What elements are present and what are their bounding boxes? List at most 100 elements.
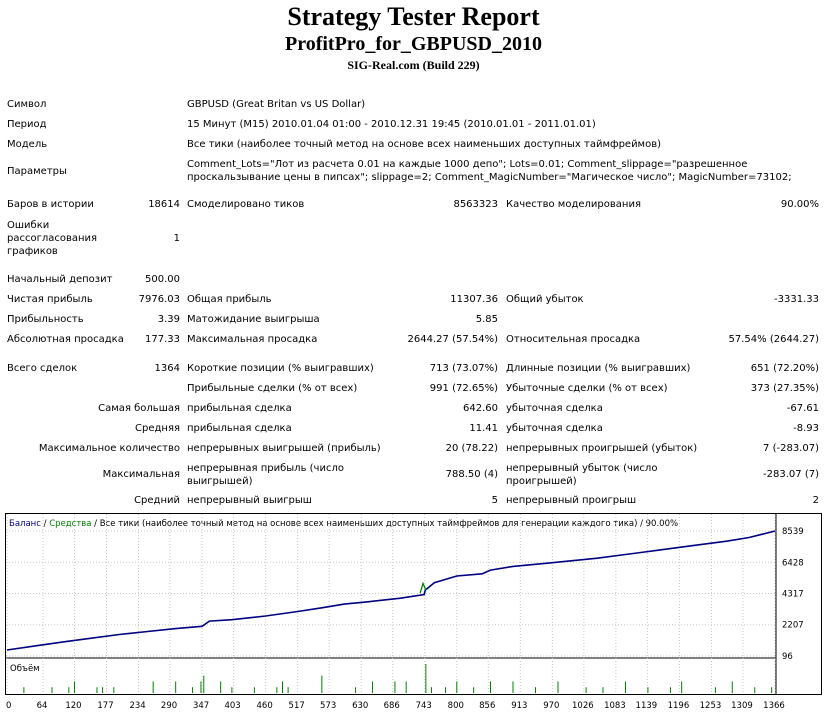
- bars-label: Баров в истории: [7, 199, 94, 210]
- errors-label: Ошибки рассогласования графиков: [7, 220, 98, 257]
- x-tick-label: 856: [479, 701, 495, 711]
- period-label: Период: [7, 119, 47, 130]
- x-axis-ticks: 0 64 120 177 234 290 347 403 460 517 573 630 686 743 8…: [6, 701, 785, 711]
- x-tick-label: 630: [352, 701, 368, 711]
- x-tick-label: 64: [37, 701, 48, 711]
- params-value: Comment_Lots="Лот из расчета 0.01 на каж…: [187, 159, 792, 183]
- y-tick-label: 4317: [782, 590, 804, 600]
- x-tick-label: 403: [224, 701, 240, 711]
- x-tick-label: 460: [257, 701, 273, 711]
- chart-grid: [6, 514, 776, 694]
- profit-factor-value: 3.39: [157, 314, 180, 325]
- volume-label: Объём: [10, 664, 40, 674]
- x-tick-label: 1139: [636, 701, 658, 711]
- max-count-label: Максимальное количество: [38, 443, 180, 454]
- x-tick-label: 234: [129, 701, 145, 711]
- consecutive-loss-value: -283.07 (7): [763, 469, 819, 480]
- period-value: 15 Минут (M15) 2010.01.04 01:00 - 2010.1…: [187, 119, 596, 130]
- net-profit-value: 7976.03: [138, 294, 180, 305]
- legend-separator: /: [41, 519, 49, 529]
- consecutive-profit-value: 788.50 (4): [445, 469, 498, 480]
- largest-label: Самая большая: [98, 403, 180, 414]
- x-tick-label: 743: [416, 701, 432, 711]
- balance-line: [6, 530, 776, 651]
- report-subtitle: ProfitPro_for_GBPUSD_2010: [284, 33, 542, 55]
- total-trades-value: 1364: [154, 363, 180, 374]
- profit-factor-label: Прибыльность: [7, 314, 84, 325]
- short-positions-value: 713 (73.07%): [429, 363, 498, 374]
- x-tick-label: 686: [384, 701, 400, 711]
- quality-value: 90.00%: [780, 199, 819, 210]
- report-build: SIG-Real.com (Build 229): [347, 58, 480, 72]
- avg-consecutive-loss-value: 2: [812, 495, 819, 506]
- x-tick-label: 347: [193, 701, 209, 711]
- expected-payoff-label: Матожидание выигрыша: [187, 314, 320, 325]
- chart-legend: Баланс / Средства / Все тики (наиболее т…: [9, 519, 678, 529]
- avg-consecutive-win-label: непрерывный выигрыш: [187, 495, 312, 506]
- expected-payoff-value: 5.85: [475, 314, 498, 325]
- net-profit-label: Чистая прибыль: [7, 294, 93, 305]
- model-label: Модель: [7, 139, 48, 150]
- legend-description: / Все тики (наиболее точный метод на осн…: [91, 519, 678, 529]
- symbol-value: GBPUSD (Great Britan vs US Dollar): [187, 99, 366, 110]
- symbol-label: Символ: [7, 99, 47, 110]
- gross-loss-value: -3331.33: [774, 294, 819, 305]
- total-trades-label: Всего сделок: [7, 363, 78, 374]
- x-tick-label: 177: [97, 701, 113, 711]
- x-tick-label: 120: [65, 701, 81, 711]
- long-positions-label: Длинные позиции (% выигравших): [506, 363, 691, 374]
- y-tick-label: 6428: [782, 558, 804, 568]
- average-consecutive-label: Средний: [134, 495, 180, 506]
- x-tick-label: 0: [6, 701, 11, 711]
- deposit-value: 500.00: [145, 274, 180, 285]
- balance-chart-svg: Баланс / Средства / Все тики (наиболее т…: [6, 514, 804, 694]
- balance-chart: Баланс / Средства / Все тики (наиболее т…: [5, 513, 822, 695]
- consecutive-profit-label: непрерывная прибыль (число выигрышей): [187, 463, 344, 487]
- avg-loss-value: -8.93: [793, 423, 819, 434]
- report-title: Strategy Tester Report: [287, 2, 540, 31]
- rel-drawdown-value: 57.54% (2644.27): [728, 334, 819, 345]
- avg-loss-label: убыточная сделка: [506, 423, 603, 434]
- legend-balance: Баланс: [9, 519, 41, 529]
- ticks-value: 8563323: [453, 199, 498, 210]
- x-tick-label: 1026: [572, 701, 594, 711]
- x-tick-label: 1083: [604, 701, 626, 711]
- y-axis-ticks: 8539 6428 4317 2207 96: [782, 527, 804, 662]
- loss-trades-label: Убыточные сделки (% от всех): [506, 383, 668, 394]
- bars-value: 18614: [148, 199, 180, 210]
- volume-bars: [23, 664, 773, 693]
- avg-profit-label: прибыльная сделка: [187, 423, 292, 434]
- gross-profit-label: Общая прибыль: [187, 294, 272, 305]
- consecutive-wins-value: 20 (78.22): [445, 443, 498, 454]
- y-tick-label: 8539: [782, 527, 804, 537]
- consecutive-wins-label: непрерывных выигрышей (прибыль): [187, 443, 381, 454]
- x-tick-label: 290: [161, 701, 177, 711]
- profit-trades-value: 991 (72.65%): [429, 383, 498, 394]
- max-drawdown-value: 2644.27 (57.54%): [407, 334, 498, 345]
- x-tick-label: 573: [320, 701, 336, 711]
- x-tick-label: 517: [289, 701, 305, 711]
- x-tick-label: 1253: [700, 701, 722, 711]
- max-drawdown-label: Максимальная просадка: [187, 334, 318, 345]
- deposit-label: Начальный депозит: [7, 274, 113, 285]
- equity-line: [419, 581, 427, 594]
- abs-drawdown-value: 177.33: [145, 334, 180, 345]
- x-tick-label: 800: [448, 701, 464, 711]
- model-value: Все тики (наиболее точный метод на основ…: [187, 139, 662, 150]
- largest-profit-label: прибыльная сделка: [187, 403, 292, 414]
- long-positions-value: 651 (72.20%): [750, 363, 819, 374]
- largest-profit-value: 642.60: [463, 403, 498, 414]
- avg-profit-value: 11.41: [469, 423, 498, 434]
- consecutive-losses-label: непрерывных проигрышей (убыток): [506, 443, 698, 454]
- largest-loss-label: убыточная сделка: [506, 403, 603, 414]
- rel-drawdown-label: Относительная просадка: [506, 334, 641, 345]
- legend-equity: Средства: [49, 519, 91, 529]
- gross-loss-label: Общий убыток: [506, 294, 584, 305]
- y-tick-label: 2207: [782, 621, 804, 631]
- x-tick-label: 1309: [731, 701, 753, 711]
- maximal-label: Максимальная: [102, 469, 180, 480]
- consecutive-losses-value: 7 (-283.07): [763, 443, 819, 454]
- y-tick-label: 96: [782, 652, 793, 662]
- avg-consecutive-loss-label: непрерывный проигрыш: [506, 495, 637, 506]
- x-tick-label: 1366: [763, 701, 785, 711]
